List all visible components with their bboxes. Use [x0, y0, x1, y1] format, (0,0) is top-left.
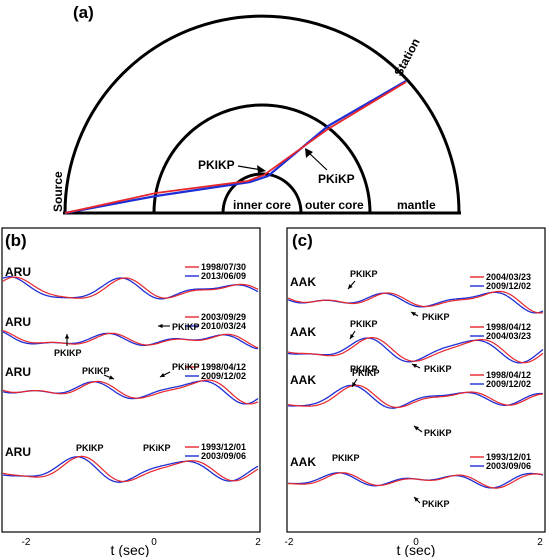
pkikp2-label-a: PKiKP — [318, 172, 355, 186]
b-station-label-3: ARU — [5, 365, 31, 379]
c-phase-arrow-4-head — [352, 382, 357, 387]
outer-core-label: outer core — [305, 198, 364, 212]
b-trace-red-4 — [2, 455, 259, 483]
c-phase-arrow-2-head — [350, 334, 355, 339]
c-legend-blue-4: 2003/09/06 — [486, 461, 531, 471]
c-trace-blue-3 — [288, 384, 544, 409]
core-mantle-boundary — [152, 103, 372, 214]
b-trace-red-1 — [2, 276, 259, 299]
pkikp2-arrow-head — [305, 148, 313, 158]
b-phase-arrow-4-head — [160, 373, 165, 377]
c-trace-red-1 — [287, 290, 544, 314]
b-phase-label-4: PKiKP — [172, 362, 200, 372]
pkikp2-arrow-line — [307, 151, 328, 171]
c-legend-red-3: 1998/04/12 — [486, 370, 531, 380]
b-phase-label-2: PKiKP — [172, 322, 200, 332]
b-phase-label-3: PKIKP — [82, 366, 110, 376]
panel-b-frame — [1, 227, 261, 533]
b-legend-red-1: 1998/07/30 — [201, 262, 246, 272]
b-phase-label-6: PKiKP — [143, 443, 171, 453]
c-station-label-1: AAK — [290, 275, 316, 289]
c-station-label-3: AAK — [290, 373, 316, 387]
c-phase-label-5: PKiKP — [424, 364, 452, 374]
b-phase-label-1: PKIKP — [54, 348, 82, 358]
b-legend-red-2: 2003/09/29 — [201, 312, 246, 322]
ray-path-red — [64, 81, 407, 214]
b-station-label-2: ARU — [5, 315, 31, 329]
c-station-label-4: AAK — [290, 455, 316, 469]
b-legend-red-4: 1993/12/01 — [201, 442, 246, 452]
c-legend-red-1: 2004/03/23 — [486, 272, 531, 282]
tick-b-2: 2 — [255, 537, 261, 548]
b-legend-blue-1: 2013/06/09 — [201, 271, 246, 281]
inner-core-boundary — [221, 172, 303, 214]
tick-c-neg2: -2 — [285, 537, 294, 548]
b-trace-blue-4 — [2, 456, 259, 483]
panel-a: (a) PKIKP PKiKP Source Station inner cor… — [51, 3, 461, 215]
tick-c-2: 2 — [537, 537, 543, 548]
panel-b-traces — [2, 276, 259, 483]
tick-c-0: 0 — [413, 537, 419, 548]
b-phase-arrow-3-head — [109, 375, 114, 380]
b-legend-red-3: 1998/04/12 — [201, 362, 246, 372]
c-trace-blue-1 — [287, 291, 544, 314]
c-phase-label-7: PKiKP — [424, 428, 452, 438]
station-label: Station — [391, 36, 422, 78]
b-legend-blue-4: 2003/09/06 — [201, 451, 246, 461]
c-phase-label-3: PKiKP — [422, 312, 450, 322]
b-station-label-4: ARU — [5, 445, 31, 459]
b-legend-blue-3: 2009/12/02 — [201, 371, 246, 381]
c-legend-red-4: 1993/12/01 — [486, 452, 531, 462]
ray-path-blue — [64, 80, 407, 215]
panel-c-xlabel: t (sec) — [397, 542, 436, 557]
panel-a-label: (a) — [73, 3, 94, 22]
b-station-label-1: ARU — [5, 265, 31, 279]
c-phase-arrow-9-head — [414, 497, 419, 502]
c-phase-arrow-3-head — [411, 312, 416, 317]
mantle-boundary — [63, 14, 461, 214]
pkikp-arrow-head — [257, 165, 266, 173]
c-phase-label-6: PKIKP — [350, 364, 378, 374]
c-legend-blue-2: 2004/03/23 — [486, 331, 531, 341]
c-station-label-2: AAK — [290, 325, 316, 339]
b-trace-blue-1 — [2, 276, 259, 300]
b-phase-arrow-2-head — [158, 323, 163, 329]
panel-c-frame — [286, 227, 546, 533]
c-phase-arrow-5-head — [412, 364, 417, 368]
c-phase-label-8: PKIKP — [332, 453, 360, 463]
b-trace-red-3 — [2, 379, 259, 405]
c-legend-blue-3: 2009/12/02 — [486, 379, 531, 389]
tick-b-0: 0 — [151, 537, 157, 548]
b-phase-label-5: PKIKP — [76, 443, 104, 453]
source-label: Source — [51, 171, 65, 212]
panel-c-label: (c) — [292, 231, 313, 250]
b-legend-blue-2: 2010/03/24 — [201, 321, 246, 331]
pkikp-label-a: PKIKP — [198, 158, 235, 172]
c-phase-label-1: PKIKP — [350, 269, 378, 279]
c-phase-label-9: PKiKP — [422, 499, 450, 509]
b-phase-arrow-1-head — [64, 334, 70, 339]
tick-b-neg2: -2 — [22, 537, 31, 548]
c-trace-blue-2 — [287, 337, 544, 364]
c-phase-label-4: PKIKP — [352, 368, 380, 378]
c-trace-red-2 — [287, 336, 544, 364]
mantle-label: mantle — [397, 198, 436, 212]
inner-core-label: inner core — [233, 198, 291, 212]
panel-b-xlabel: t (sec) — [111, 542, 150, 557]
c-trace-red-4 — [287, 472, 544, 489]
c-trace-red-3 — [287, 384, 544, 408]
c-legend-red-2: 1998/04/12 — [486, 322, 531, 332]
panel-c-traces — [287, 290, 544, 489]
c-phase-arrow-1-head — [348, 284, 353, 289]
panel-b-label: (b) — [5, 231, 27, 250]
b-trace-red-2 — [2, 330, 259, 349]
c-phase-arrow-7-head — [414, 426, 419, 431]
c-legend-blue-1: 2009/12/02 — [486, 281, 531, 291]
c-phase-label-2: PKIKP — [350, 319, 378, 329]
